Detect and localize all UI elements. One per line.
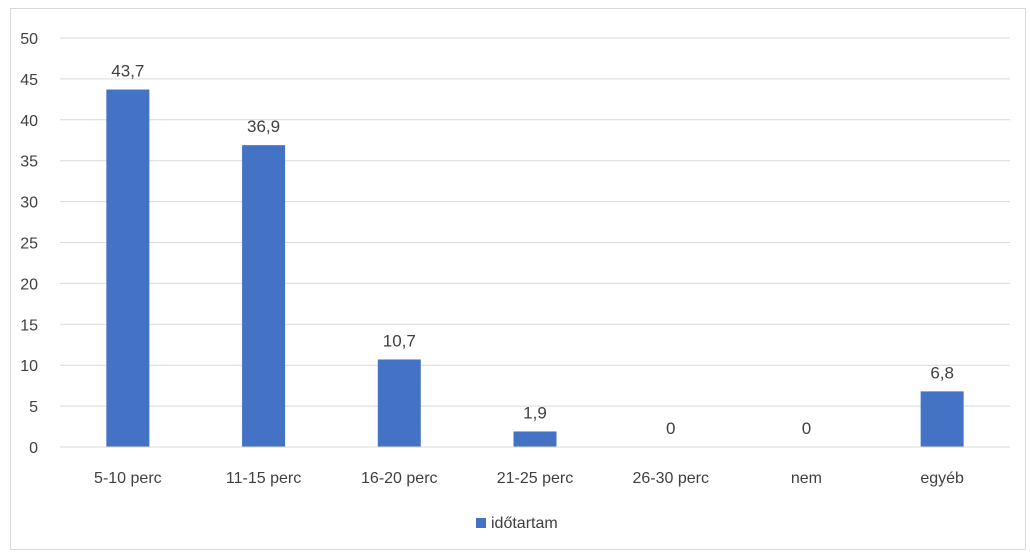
bar xyxy=(106,89,150,447)
y-tick-label: 50 xyxy=(20,31,38,48)
y-tick-label: 40 xyxy=(20,113,38,130)
bar xyxy=(920,391,964,447)
legend-swatch xyxy=(476,518,486,528)
chart-frame xyxy=(10,8,1026,550)
data-label: 0 xyxy=(802,419,811,438)
legend: időtartam xyxy=(476,515,558,532)
x-tick-label: 11-15 perc xyxy=(226,470,301,487)
y-tick-label: 10 xyxy=(20,358,38,375)
y-tick-label: 25 xyxy=(20,236,38,253)
y-tick-label: 5 xyxy=(29,399,38,416)
data-label: 1,9 xyxy=(523,403,547,422)
data-label: 6,8 xyxy=(930,363,954,382)
y-tick-label: 15 xyxy=(20,317,38,334)
x-tick-label: 21-25 perc xyxy=(497,470,574,487)
x-tick-label: 16-20 perc xyxy=(361,470,438,487)
y-tick-label: 20 xyxy=(20,276,38,293)
bar xyxy=(513,431,557,447)
y-tick-label: 45 xyxy=(20,72,38,89)
data-label: 10,7 xyxy=(383,331,416,350)
data-label: 36,9 xyxy=(247,117,280,136)
legend-label: időtartam xyxy=(491,515,558,532)
y-tick-label: 35 xyxy=(20,154,38,171)
y-tick-label: 30 xyxy=(20,195,38,212)
x-tick-label: 5-10 perc xyxy=(94,470,162,487)
x-tick-label: egyéb xyxy=(920,470,964,487)
bar xyxy=(242,145,286,447)
data-labels: 43,7 36,9 10,7 1,9 0 0 6,8 xyxy=(111,62,954,438)
x-axis-ticks: 5-10 perc 11-15 perc 16-20 perc 21-25 perc 2… xyxy=(94,470,964,487)
bar xyxy=(377,359,421,447)
data-label: 43,7 xyxy=(111,62,144,81)
y-tick-label: 0 xyxy=(29,440,38,457)
x-tick-label: 26-30 perc xyxy=(632,470,709,487)
x-tick-label: nem xyxy=(791,470,822,487)
bars xyxy=(106,89,964,447)
y-axis-ticks: 0 5 10 15 20 25 30 35 40 45 50 xyxy=(20,31,38,457)
data-label: 0 xyxy=(666,419,675,438)
gridlines xyxy=(60,37,1010,407)
